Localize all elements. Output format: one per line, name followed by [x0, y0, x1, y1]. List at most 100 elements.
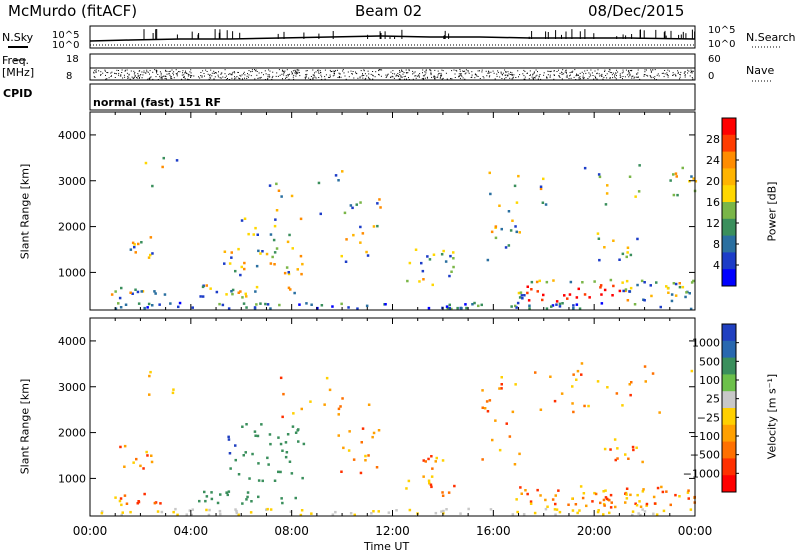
range-cell: [257, 495, 260, 499]
range-cell: [665, 490, 668, 493]
range-cell: [642, 488, 645, 491]
nave-dot: [398, 78, 400, 80]
nave-dot: [451, 70, 453, 72]
nave-dot: [177, 72, 178, 74]
range-cell: [465, 306, 468, 310]
range-cell: [630, 381, 633, 384]
range-cell: [597, 173, 601, 176]
nave-dot: [363, 75, 365, 76]
range-cell: [150, 460, 154, 464]
nave-dot: [405, 69, 407, 71]
nave-dot: [230, 74, 232, 76]
range-cell: [172, 510, 175, 514]
range-cell: [561, 302, 564, 305]
nave-dot: [652, 69, 654, 71]
range-cell: [234, 444, 237, 447]
nave-dot: [134, 74, 136, 76]
nave-dot: [390, 76, 391, 78]
nave-dot: [650, 76, 652, 78]
range-cell: [246, 491, 250, 494]
range-cell: [176, 513, 179, 517]
range-cell: [612, 239, 615, 242]
nave-dot: [314, 72, 315, 74]
nave-dot: [582, 78, 584, 80]
range-cell: [268, 433, 272, 436]
range-cell: [597, 237, 601, 240]
nave-dot: [292, 70, 294, 72]
colorbar-swatch: [722, 475, 736, 493]
range-cell: [250, 500, 253, 503]
nave-dot: [198, 76, 199, 78]
range-cell: [542, 177, 545, 181]
nave-dot: [531, 76, 533, 78]
nave-dot: [434, 78, 436, 80]
nave-dot: [687, 69, 689, 71]
nave-dot: [507, 71, 509, 73]
range-cell: [616, 457, 619, 460]
nave-dot: [100, 74, 102, 76]
nave-dot: [586, 69, 588, 71]
nave-dot: [168, 71, 170, 72]
nave-dot: [401, 69, 403, 71]
range-cell: [260, 423, 263, 426]
range-cell: [678, 495, 681, 498]
nave-dot: [281, 70, 283, 72]
nave-dot: [434, 69, 436, 71]
range-cell: [483, 407, 487, 410]
nave-dot: [430, 72, 432, 74]
range-cell: [420, 261, 423, 265]
nave-dot: [625, 69, 627, 71]
nave-dot: [578, 74, 579, 76]
nave-dot: [305, 70, 307, 72]
range-cell: [340, 302, 343, 306]
range-cell: [366, 254, 370, 257]
range-cell: [580, 362, 584, 365]
nave-dot: [570, 74, 571, 76]
nave-dot: [220, 73, 222, 75]
nave-dot: [264, 79, 266, 80]
nave-dot: [535, 75, 537, 77]
range-cell: [379, 206, 382, 209]
nave-dot: [392, 73, 394, 75]
nave-dot: [160, 72, 162, 74]
nave-dot: [164, 78, 166, 79]
range-cell: [201, 285, 205, 289]
range-cell: [666, 287, 670, 290]
nave-dot: [155, 76, 157, 78]
nave-dot: [93, 76, 95, 78]
nave-dot: [558, 69, 559, 71]
range-cell: [520, 294, 524, 297]
range-cell: [681, 166, 684, 170]
nave-dot: [515, 77, 517, 78]
range-cell: [624, 501, 627, 504]
nave-dot: [533, 71, 535, 73]
nave-dot: [579, 76, 581, 78]
nave-dot: [149, 73, 150, 75]
range-cell: [120, 503, 123, 507]
range-cell: [604, 496, 608, 499]
range-cell: [571, 497, 574, 500]
nave-dot: [297, 72, 299, 74]
nave-dot: [176, 75, 178, 77]
nave-dot: [121, 72, 123, 73]
range-cell: [151, 184, 154, 188]
nave-dot: [492, 70, 494, 72]
range-cell: [427, 457, 430, 461]
range-cell: [140, 241, 143, 244]
range-cell: [191, 508, 194, 511]
colorbar-swatch: [722, 218, 736, 237]
range-cell: [120, 286, 123, 290]
range-cell: [621, 281, 624, 284]
range-cell: [473, 301, 476, 305]
range-cell: [555, 300, 559, 303]
nave-dot: [246, 77, 248, 79]
nave-dot: [248, 74, 250, 76]
range-cell: [285, 451, 289, 454]
range-cell: [554, 494, 557, 497]
range-cell: [253, 307, 257, 311]
range-cell: [518, 231, 521, 234]
nave-dot: [202, 70, 204, 72]
nave-dot: [187, 75, 189, 77]
nave-dot: [538, 75, 540, 77]
